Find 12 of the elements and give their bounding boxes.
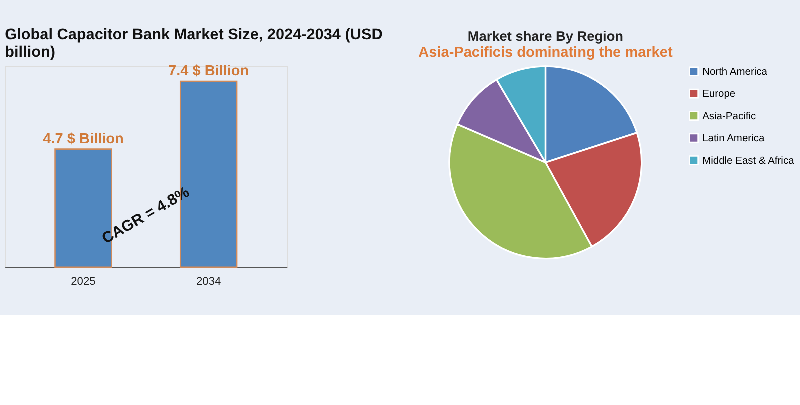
legend-label: Latin America [702, 134, 765, 145]
legend-label: Europe [702, 89, 736, 100]
legend-label: Middle East & Africa [702, 156, 795, 167]
data-label: 4.7 $ Billion [43, 131, 124, 148]
chart-title: Global Capacitor Bank Market Size, 2024-2034 (USD billion) [5, 26, 383, 61]
legend-label: Asia-Pacific [702, 111, 756, 122]
chart-title: Market share By Region [468, 28, 624, 44]
data-label: 7.4 $ Billion [168, 64, 250, 80]
legend-label: North America [702, 67, 768, 78]
x-tick-label: 2034 [196, 276, 222, 288]
x-tick-label: 2025 [71, 276, 96, 288]
chart-subtitle: Asia-Pacificis dominating the market [418, 45, 673, 62]
